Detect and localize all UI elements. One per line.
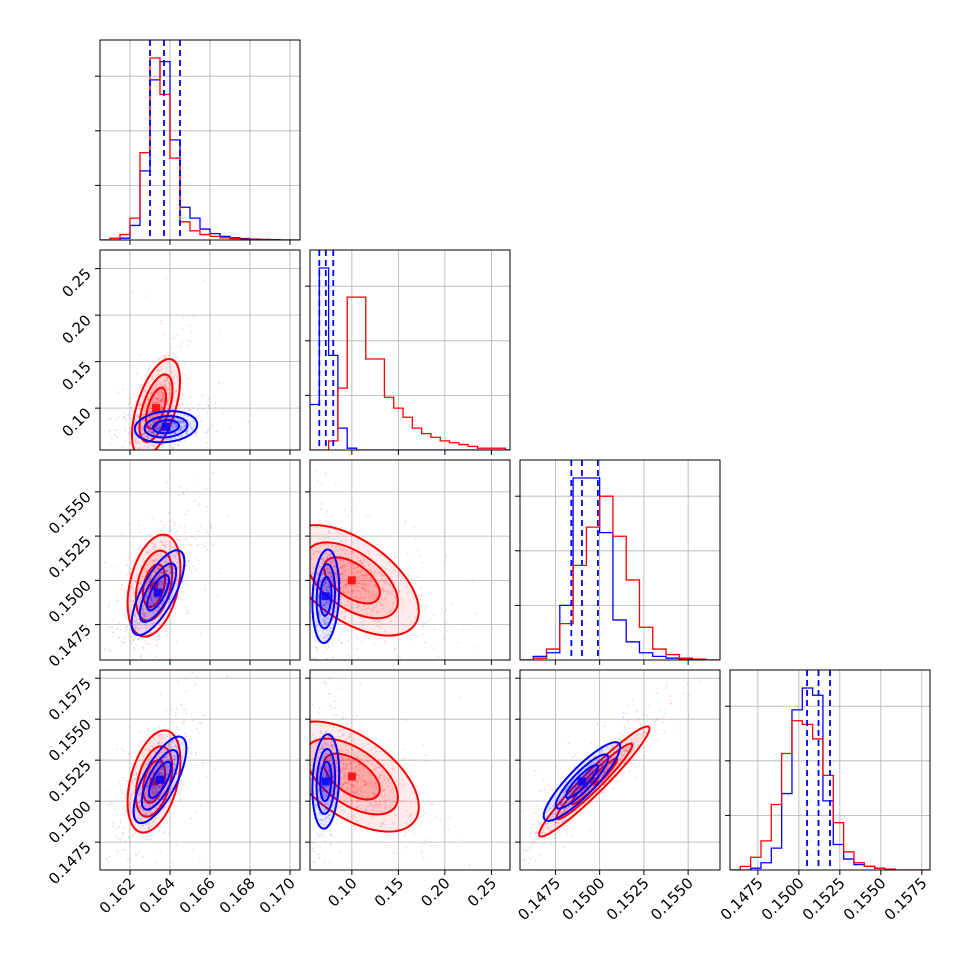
y-tick-label: 0.1525 [45,756,95,806]
y-tick-label: 0.1550 [45,488,95,538]
x-tick-label: 0.1550 [647,874,697,924]
x-tick-label: 0.164 [136,874,179,917]
blue-histogram-2 [310,267,510,450]
x-tick-label: 0.10 [324,874,360,910]
red-histogram-4 [730,720,930,870]
density-peak [154,588,162,597]
panel-border [519,669,721,871]
red-histogram-2 [310,296,510,450]
x-tick-label: 0.20 [417,874,453,910]
x-tick-label: 0.1525 [799,874,849,924]
x-tick-label: 0.15 [371,874,407,910]
red-histogram-3 [520,495,720,660]
panel-border [309,669,511,871]
histogram-panel-3 [515,459,721,665]
density-peak [577,777,586,786]
panel-border [729,669,931,871]
density-peak [162,422,170,431]
y-tick-label: 0.1525 [45,532,95,582]
x-tick-label: 0.1475 [514,874,564,924]
panel-border [99,669,301,871]
x-tick-label: 0.1500 [559,874,609,924]
histogram-panel-2 [305,249,511,455]
y-tick-label: 0.1500 [45,797,95,847]
density-peak [347,576,356,585]
x-tick-label: 0.1550 [840,874,890,924]
y-tick-label: 0.10 [58,404,94,440]
y-tick-label: 0.1575 [45,674,95,724]
density-peak [150,777,158,786]
y-tick-label: 0.1475 [45,838,95,888]
density-peak [347,772,356,781]
density-peak [156,775,164,784]
blue-histogram-3 [520,477,720,660]
scatter-panel-2-1 [305,459,511,665]
scatter-panel-3-0: 0.1620.1640.1660.1680.1700.14750.15000.1… [45,669,301,917]
x-tick-label: 0.162 [96,874,139,917]
panel-border [99,459,301,661]
x-tick-label: 0.1575 [881,874,931,924]
density-peak [321,592,330,601]
density-peak [152,404,160,413]
x-tick-label: 0.168 [216,874,259,917]
panel-border [519,459,721,661]
x-tick-label: 0.1500 [758,874,808,924]
x-tick-label: 0.1525 [603,874,653,924]
y-tick-label: 0.1550 [45,715,95,765]
x-tick-label: 0.170 [256,874,299,917]
y-tick-label: 0.20 [58,311,94,347]
scatter-panel-1-0: 0.10 0.15 0.20 0.25 [58,249,301,455]
x-tick-label: 0.25 [464,874,500,910]
y-tick-label: 0.25 [58,265,94,301]
panel-border [99,249,301,451]
panel-border [99,39,301,241]
scatter-panel-3-1: 0.10 0.15 0.20 0.25 [305,669,511,910]
panel-border [309,459,511,661]
x-tick-label: 0.1475 [717,874,767,924]
y-tick-label: 0.1475 [45,621,95,671]
x-tick-label: 0.166 [176,874,219,917]
y-tick-label: 0.1500 [45,576,95,626]
panel-border [309,249,511,451]
y-tick-label: 0.15 [58,358,94,394]
density-peak [321,777,330,786]
histogram-panel-1 [95,39,301,245]
